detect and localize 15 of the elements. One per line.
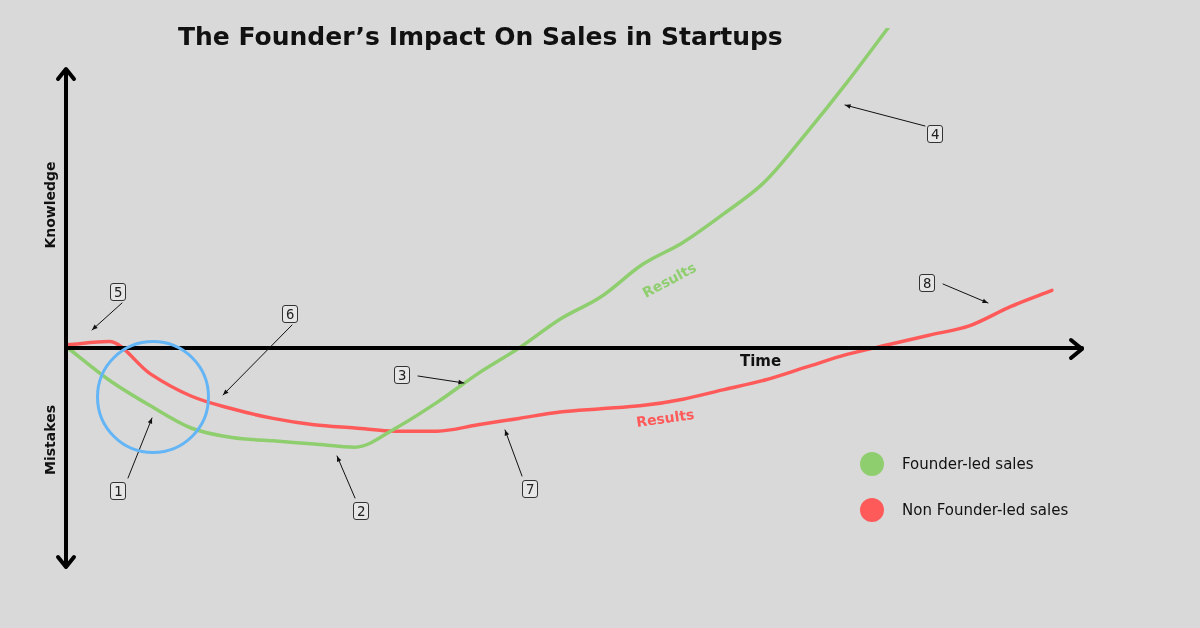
text: 7 bbox=[522, 480, 539, 498]
text: Mistakes bbox=[42, 405, 58, 475]
annotation: 6 bbox=[282, 305, 299, 323]
annotation: Results bbox=[635, 406, 696, 430]
legend-label: Non Founder-led sales bbox=[902, 501, 1069, 519]
annotation: 8 bbox=[919, 274, 936, 292]
text: 2 bbox=[353, 502, 370, 520]
annotation: 5 bbox=[110, 283, 127, 301]
text: 1 bbox=[110, 482, 127, 500]
annotation: 3 bbox=[394, 366, 411, 384]
x-axis-title: Time bbox=[740, 352, 782, 370]
legend-label: Founder-led sales bbox=[902, 455, 1034, 473]
text: Knowledge bbox=[42, 161, 58, 249]
annotation: 4 bbox=[927, 125, 944, 143]
chart-title: The Founder’s Impact On Sales in Startups bbox=[178, 22, 783, 51]
